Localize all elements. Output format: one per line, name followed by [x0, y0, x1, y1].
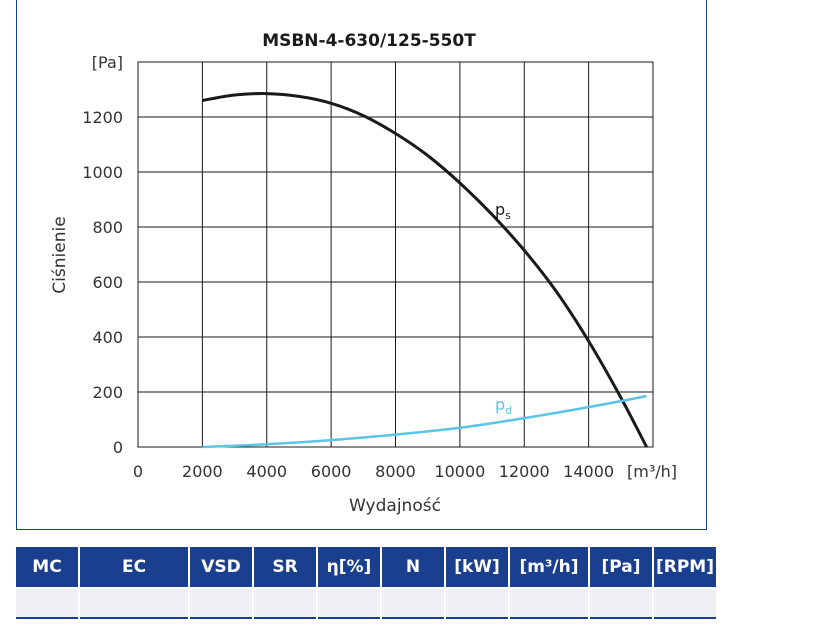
column-header: VSD	[190, 547, 252, 587]
y-tick-label: 400	[92, 328, 123, 347]
y-tick-label: 600	[92, 273, 123, 292]
series-label-pd: pd	[495, 395, 512, 417]
table-cell	[190, 587, 252, 619]
chart-panel: MSBN-4-630/125-550T 0 2000 4000 6000 8000 100…	[16, 0, 707, 530]
table-cell	[510, 587, 588, 619]
series-label-main: p	[495, 395, 505, 414]
table-cell	[446, 587, 508, 619]
y-tick-label: 1200	[82, 108, 123, 127]
x-tick-label: 14000	[563, 462, 614, 481]
column-header: [Pa]	[590, 547, 652, 587]
table-cell	[382, 587, 444, 619]
x-unit-label: [m³/h]	[627, 462, 677, 481]
y-tick-label: 800	[92, 218, 123, 237]
spec-table: MC EC VSD SR η[%] N [kW] [m³/h] [Pa] [RPM]	[14, 547, 718, 619]
x-tick-label: 4000	[246, 462, 287, 481]
y-tick-label: 200	[92, 383, 123, 402]
spec-table-row	[16, 587, 716, 619]
series-line-ps	[202, 92, 648, 448]
column-header: N	[382, 547, 444, 587]
table-cell	[654, 587, 716, 619]
column-header: SR	[254, 547, 316, 587]
series-line-pd	[202, 394, 647, 449]
x-tick-label: 8000	[375, 462, 416, 481]
y-axis-title: Ciśnienie	[50, 216, 70, 293]
x-tick-label: 0	[133, 462, 143, 481]
series-label-main: p	[495, 200, 505, 219]
table-cell	[16, 587, 78, 619]
table-cell	[254, 587, 316, 619]
y-tick-label: 0	[113, 438, 123, 457]
column-header: [RPM]	[654, 547, 716, 587]
column-header: η[%]	[318, 547, 380, 587]
x-tick-label: 6000	[311, 462, 352, 481]
column-header: MC	[16, 547, 78, 587]
column-header: [m³/h]	[510, 547, 588, 587]
table-cell	[590, 587, 652, 619]
x-tick-label: 2000	[182, 462, 223, 481]
table-cell	[80, 587, 188, 619]
x-axis-title: Wydajność	[349, 496, 441, 516]
y-unit-label: [Pa]	[92, 53, 123, 72]
chart-title: MSBN-4-630/125-550T	[262, 31, 476, 51]
series-label-sub: s	[505, 209, 511, 222]
x-tick-label: 12000	[499, 462, 550, 481]
performance-chart: MSBN-4-630/125-550T 0 2000 4000 6000 8000 100…	[50, 31, 677, 516]
series-label-sub: d	[505, 404, 512, 417]
column-header: [kW]	[446, 547, 508, 587]
x-tick-label: 10000	[434, 462, 485, 481]
spec-table-header-row: MC EC VSD SR η[%] N [kW] [m³/h] [Pa] [RPM]	[16, 547, 716, 587]
series-label-ps: ps	[495, 200, 511, 222]
grid	[137, 61, 654, 448]
y-tick-label: 1000	[82, 163, 123, 182]
column-header: EC	[80, 547, 188, 587]
axes: 0 2000 4000 6000 8000 10000 12000 14000 0 200 400 6…	[82, 108, 614, 481]
table-cell	[318, 587, 380, 619]
